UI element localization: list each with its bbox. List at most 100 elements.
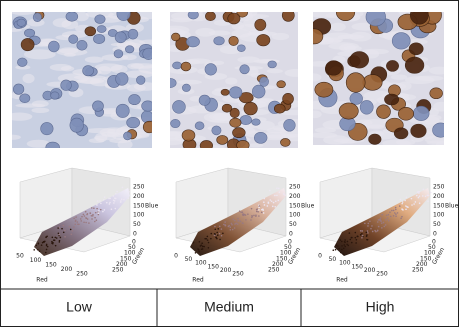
point	[245, 219, 247, 221]
point	[94, 216, 96, 219]
fiber	[12, 134, 21, 140]
blue-tick-label: 250	[433, 184, 445, 191]
point	[266, 205, 269, 207]
red-tick-label: 250	[376, 271, 388, 278]
point	[250, 219, 252, 221]
level-label: Low	[66, 299, 93, 315]
point	[382, 221, 385, 224]
point	[98, 210, 100, 212]
nucleus	[113, 49, 124, 59]
point	[61, 227, 63, 230]
point	[76, 221, 79, 223]
point	[263, 197, 266, 200]
point	[371, 225, 373, 227]
fiber	[52, 18, 72, 28]
red-tick-label: 50	[16, 253, 24, 260]
nucleus	[205, 12, 216, 22]
blue-tick-label: 150	[289, 202, 301, 209]
rgb-scatter-plot: 050100150200250Blue050100150200250Green5…	[16, 167, 159, 284]
point	[413, 203, 415, 205]
point	[341, 248, 343, 251]
fiber	[211, 60, 225, 66]
blue-tick-label: 50	[433, 221, 441, 228]
point	[233, 227, 236, 229]
point	[55, 237, 58, 239]
nucleus	[20, 38, 35, 52]
nucleus	[172, 100, 186, 114]
point	[83, 221, 85, 224]
point	[354, 231, 357, 234]
point	[227, 225, 230, 228]
nucleus	[13, 83, 25, 95]
fiber	[313, 73, 322, 82]
point	[216, 234, 219, 237]
point	[340, 240, 343, 243]
nucleus	[187, 12, 199, 20]
point	[379, 218, 381, 221]
fiber	[398, 81, 412, 91]
nucleus	[82, 65, 94, 77]
fiber	[23, 49, 56, 60]
point	[405, 196, 408, 199]
point	[381, 227, 383, 229]
blue-tick-label: 0	[289, 231, 293, 238]
point	[347, 244, 350, 247]
nucleus	[221, 103, 233, 113]
point	[80, 220, 83, 222]
point	[45, 251, 47, 254]
point	[367, 225, 369, 227]
nucleus	[228, 35, 239, 46]
point	[89, 212, 91, 214]
nucleus	[180, 61, 192, 72]
point	[385, 214, 388, 217]
point	[346, 243, 348, 246]
fiber	[428, 66, 444, 75]
point	[45, 243, 48, 246]
fiber	[203, 112, 230, 123]
nucleus	[376, 104, 391, 119]
point	[123, 190, 125, 192]
nucleus	[220, 88, 230, 96]
nucleus	[16, 18, 26, 27]
nucleus	[68, 34, 79, 44]
blue-tick-label: 200	[133, 193, 145, 200]
point	[217, 228, 220, 230]
point	[375, 230, 377, 233]
green-tick-label: 50	[428, 244, 436, 251]
blue-tick-label: 50	[289, 221, 297, 228]
nucleus	[243, 101, 258, 116]
blue-tick-label: 0	[433, 231, 437, 238]
fiber	[170, 25, 190, 35]
point	[399, 198, 402, 201]
point	[99, 208, 102, 211]
nucleus	[204, 63, 217, 76]
point	[96, 204, 98, 206]
nucleus	[273, 103, 286, 114]
red-tick-label: 200	[364, 267, 376, 274]
point	[251, 215, 254, 218]
point	[424, 195, 427, 198]
fiber	[238, 123, 258, 129]
fiber	[74, 12, 89, 22]
point	[222, 232, 224, 235]
nucleus	[252, 84, 266, 99]
point	[251, 216, 253, 219]
point	[127, 188, 130, 191]
point	[339, 251, 342, 254]
nucleus	[368, 133, 382, 145]
point	[86, 213, 88, 216]
fiber	[271, 32, 290, 41]
nucleus	[125, 45, 135, 54]
nucleus	[60, 79, 72, 91]
green-tick-label: 100	[124, 250, 136, 257]
nucleus	[116, 12, 131, 21]
point	[277, 187, 280, 190]
point	[355, 238, 358, 241]
point	[241, 211, 244, 214]
point	[198, 250, 200, 253]
point	[59, 236, 62, 239]
point	[370, 227, 372, 230]
fiber	[266, 68, 283, 74]
point	[114, 197, 116, 199]
nucleus	[24, 28, 36, 38]
